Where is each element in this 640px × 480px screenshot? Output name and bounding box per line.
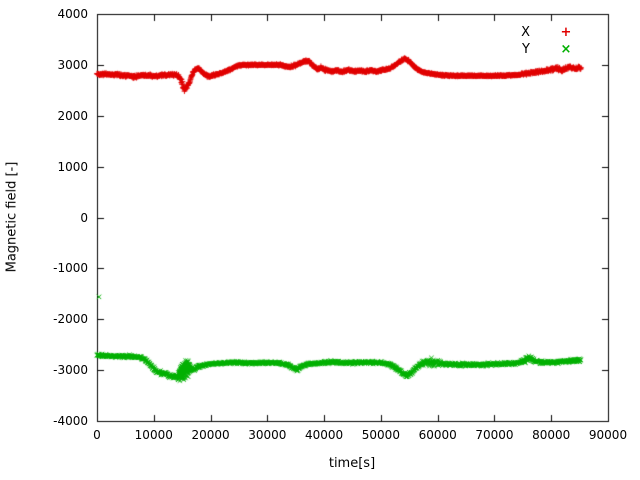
legend-label-x: X [521,25,530,40]
legend-label-y: Y [522,42,530,57]
cross-marker-icon: × [560,42,572,57]
x-tick-label: 90000 [588,428,628,442]
y-tick-label: -1000 [53,261,88,276]
y-tick-label: 0 [80,210,88,225]
plus-marker-icon: + [560,25,572,40]
x-tick-label: 80000 [532,428,571,442]
y-tick-label: 1000 [57,159,88,174]
legend-entry-y: Y × [521,41,576,58]
y-axis-label: Magnetic field [-] [4,161,20,273]
y-tick-label: -3000 [53,363,88,378]
x-tick-label: 60000 [418,428,457,442]
x-tick-label: 30000 [248,428,287,442]
y-tick-label: 3000 [57,57,88,72]
legend: X + Y × [521,24,576,58]
x-tick-label: 10000 [134,428,173,442]
legend-entry-x: X + [521,24,576,41]
y-tick-label: -2000 [53,312,88,327]
y-tick-label: 2000 [57,108,88,123]
x-tick-label: 20000 [191,428,230,442]
x-tick-label: 50000 [361,428,400,442]
x-axis-label: time[s] [328,456,376,471]
x-tick-label: 40000 [305,428,344,442]
y-tick-label: -4000 [53,414,88,428]
y-tick-label: 4000 [57,7,88,21]
x-tick-label: 70000 [475,428,514,442]
x-tick-label: 0 [93,428,101,442]
